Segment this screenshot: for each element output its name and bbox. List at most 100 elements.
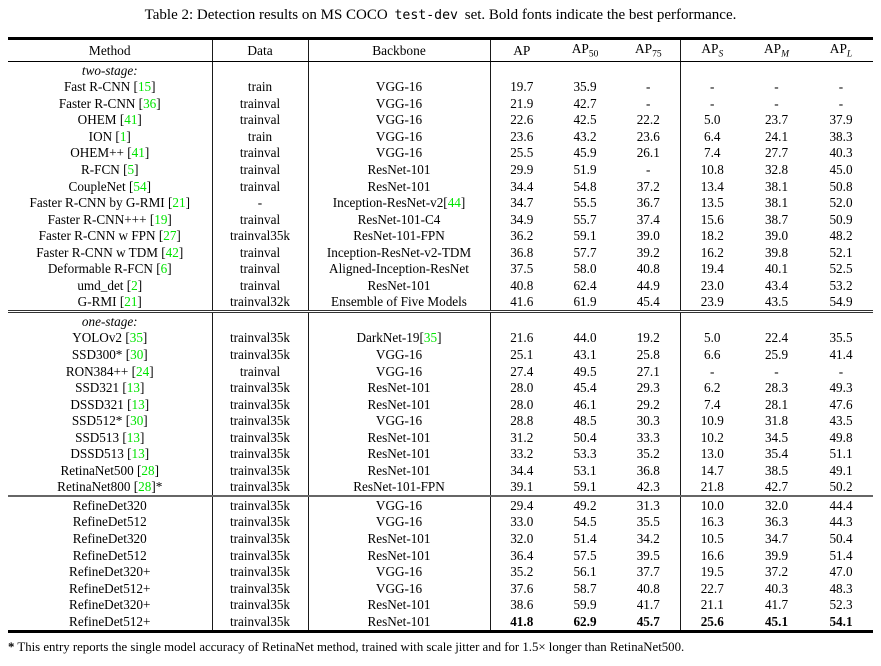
value-cell: 29.4 [489, 495, 553, 514]
table-body: two-stage: Fast R-CNN [15] train VGG-16 19.7… [8, 61, 873, 632]
value-cell: 37.4 [636, 211, 660, 227]
citation-link[interactable]: 28 [141, 462, 155, 478]
method-cell: Faster R-CNN [36] [58, 95, 161, 111]
value-cell: 57.5 [573, 547, 597, 563]
value-cell: 37.9 [829, 112, 853, 128]
value-cell: 31.3 [617, 495, 680, 514]
value-cell: 38.3 [829, 128, 853, 144]
citation-link[interactable]: 36 [143, 95, 157, 111]
citation-link[interactable]: [44] [443, 195, 466, 211]
citation-link[interactable]: 15 [137, 79, 152, 95]
value-cell: 36.4 [489, 546, 553, 564]
column-header-ap: AP [489, 38, 553, 62]
citation-link[interactable]: 13 [126, 429, 140, 445]
method-cell: CoupleNet [54] [68, 178, 151, 194]
value-cell: 10.9 [679, 412, 744, 430]
data-cell: trainval [211, 277, 308, 294]
value-cell: 45.1 [764, 613, 789, 629]
backbone-cell: ResNet-101-FPN [307, 478, 490, 497]
data-cell: trainval35k [211, 513, 308, 531]
citation-link[interactable]: 35 [129, 330, 143, 346]
backbone-cell: ResNet-101 [307, 596, 490, 614]
value-cell: 47.6 [829, 396, 853, 412]
value-cell: 35.5 [636, 514, 660, 530]
value-cell: 36.3 [764, 514, 789, 530]
value-cell: 19.7 [489, 78, 553, 96]
citation-link[interactable]: [35] [419, 330, 442, 346]
value-cell [617, 310, 680, 330]
value-cell [809, 62, 873, 79]
value-cell: 34.2 [636, 530, 660, 546]
value-cell: 32.0 [744, 495, 809, 514]
citation-link[interactable]: 24 [136, 363, 150, 379]
method-cell: SSD512* [30] [71, 413, 148, 429]
method-cell: Faster R-CNN w FPN [27] [38, 228, 181, 244]
citation-link[interactable]: 1 [119, 128, 127, 144]
data-cell: trainval35k [211, 395, 308, 413]
citation-link[interactable]: 19 [154, 211, 168, 227]
value-cell: 37.2 [764, 564, 789, 580]
value-cell: - [646, 161, 651, 177]
citation-link[interactable]: 30 [130, 413, 144, 429]
backbone-cell: ResNet-101 [307, 429, 490, 446]
column-header-backbone: Backbone [307, 38, 490, 62]
value-cell: 41.7 [636, 597, 660, 613]
method-cell: RefineDet512+ [69, 580, 151, 596]
value-cell: 32.8 [764, 161, 789, 177]
table-row: RetinaNet800 [28]* trainval35k ResNet-101-… [8, 478, 873, 497]
column-header-ap75: AP75 [617, 38, 680, 62]
value-cell: 41.6 [489, 293, 553, 312]
table-row: OHEM [41] trainval VGG-16 22.6 42.5 22.2 5.0 23… [8, 111, 873, 129]
citation-link[interactable]: 2 [131, 277, 138, 293]
citation-link[interactable]: 28 [138, 479, 152, 495]
value-cell: 16.3 [679, 513, 744, 531]
citation-link[interactable]: 41 [131, 145, 145, 161]
backbone-cell: VGG-16 [307, 128, 490, 145]
value-cell: 19.4 [679, 260, 744, 278]
citation-link[interactable]: 21 [172, 195, 186, 211]
value-cell: 48.2 [829, 228, 853, 244]
table-row: RefineDet320 trainval35k ResNet-101 32.0 51.… [8, 530, 873, 547]
citation-link[interactable]: 13 [131, 396, 145, 412]
citation-link[interactable]: 54 [133, 178, 147, 194]
data-cell: trainval35k [211, 579, 308, 597]
value-cell: 41.4 [829, 346, 853, 362]
table-row: YOLOv2 [35] trainval35k DarkNet-19[35] 21.6… [8, 329, 873, 347]
caption-text-after: set. Bold fonts indicate the best perfor… [464, 7, 737, 23]
table-row: RefineDet512+ trainval35k ResNet-101 41.8 62… [8, 613, 873, 632]
value-cell: 39.8 [764, 244, 789, 260]
value-cell: 33.3 [636, 429, 660, 445]
citation-link[interactable]: 5 [127, 161, 135, 177]
citation-link[interactable]: 6 [160, 261, 168, 277]
value-cell: 28.3 [764, 380, 789, 396]
value-cell: - [646, 79, 651, 95]
citation-link[interactable]: 21 [124, 294, 138, 310]
value-cell: 52.1 [829, 244, 853, 260]
value-cell: 16.2 [679, 244, 744, 261]
data-cell: trainval32k [211, 293, 308, 312]
value-cell: 39.0 [636, 228, 660, 244]
table-row: RetinaNet500 [28] trainval35k ResNet-101 34… [8, 462, 873, 479]
method-cell: RetinaNet500 [28] [60, 462, 160, 478]
table-row: OHEM++ [41] trainval VGG-16 25.5 45.9 26.1 7.4… [8, 144, 873, 162]
citation-link[interactable]: 30 [130, 346, 144, 362]
method-cell: Faster R-CNN by G-RMI [21] [29, 195, 190, 211]
value-cell: 31.2 [489, 429, 553, 446]
value-cell: 52.0 [829, 195, 853, 211]
value-cell: 54.5 [573, 514, 597, 530]
method-cell: ION [1] [88, 128, 131, 144]
citation-link[interactable]: 41 [124, 112, 138, 128]
method-cell: RefineDet512+ [69, 613, 151, 629]
citation-link[interactable]: 13 [131, 446, 145, 462]
value-cell: 61.9 [573, 294, 597, 310]
citation-link[interactable]: 27 [163, 228, 177, 244]
value-cell: 38.5 [764, 462, 789, 478]
value-cell: 45.4 [636, 294, 660, 310]
value-cell: 49.3 [829, 380, 853, 396]
value-cell: 36.7 [636, 195, 660, 211]
citation-link[interactable]: 13 [126, 380, 140, 396]
value-cell: 35.4 [764, 446, 789, 462]
citation-link[interactable]: 42 [165, 244, 179, 260]
backbone-cell: ResNet-101 [307, 530, 490, 547]
value-cell: 37.2 [636, 178, 660, 194]
